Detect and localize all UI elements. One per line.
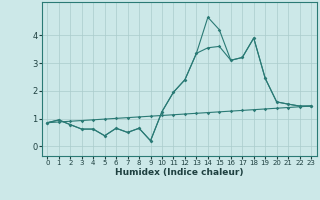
X-axis label: Humidex (Indice chaleur): Humidex (Indice chaleur) — [115, 168, 244, 177]
